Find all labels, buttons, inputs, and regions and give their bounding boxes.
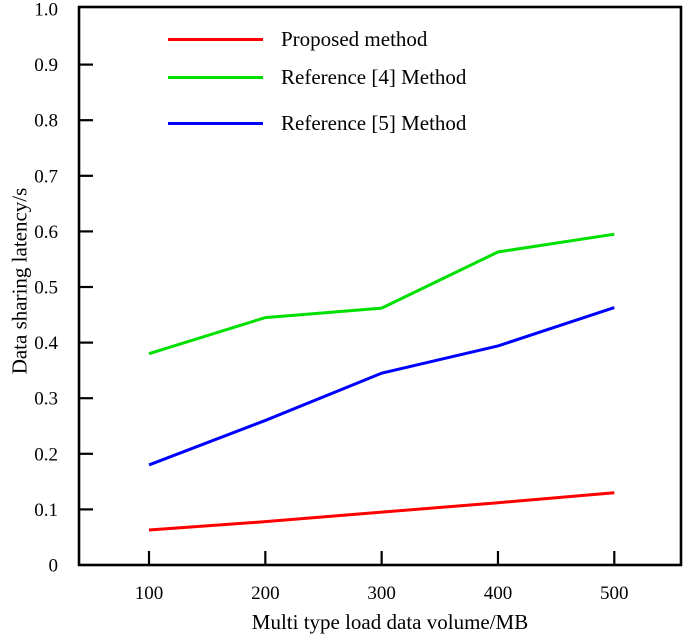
legend-line-swatch <box>168 75 263 79</box>
legend-label: Reference [4] Method <box>281 64 467 89</box>
legend-label: Reference [5] Method <box>281 110 467 135</box>
series-line-reference-5-method <box>148 306 615 467</box>
y-tick-label: 0.9 <box>34 55 58 76</box>
x-tick-label: 100 <box>135 583 164 604</box>
x-tick-label: 200 <box>251 583 280 604</box>
y-tick-label: 0.7 <box>34 166 58 187</box>
y-tick-label: 0.5 <box>34 278 58 299</box>
y-axis-title: Data sharing latency/s <box>7 187 32 375</box>
y-tick-label: 0.4 <box>34 333 58 354</box>
x-axis-title: Multi type load data volume/MB <box>251 610 529 634</box>
y-tick-label: 0.8 <box>34 111 58 132</box>
y-tick-label: 1.0 <box>34 0 58 21</box>
y-tick-label: 0.2 <box>34 444 58 465</box>
y-tick-label: 0.6 <box>34 222 58 243</box>
x-tick-label: 500 <box>600 583 629 604</box>
y-tick-label: 0 <box>49 556 59 577</box>
y-tick-label: 0.1 <box>34 500 58 521</box>
legend-line-swatch <box>168 121 263 125</box>
legend-line-swatch <box>168 37 263 41</box>
y-tick-label: 0.3 <box>34 389 58 410</box>
plot-frame <box>77 5 683 567</box>
series-line-proposed-method <box>148 491 615 532</box>
legend-item-reference-5-method: Reference [5] Method <box>168 111 466 135</box>
x-tick-label: 400 <box>484 583 513 604</box>
legend-item-proposed-method: Proposed method <box>168 27 427 51</box>
series-line-reference-4-method <box>148 232 615 356</box>
legend-label: Proposed method <box>281 26 428 51</box>
legend-item-reference-4-method: Reference [4] Method <box>168 65 466 89</box>
x-tick-label: 300 <box>367 583 396 604</box>
